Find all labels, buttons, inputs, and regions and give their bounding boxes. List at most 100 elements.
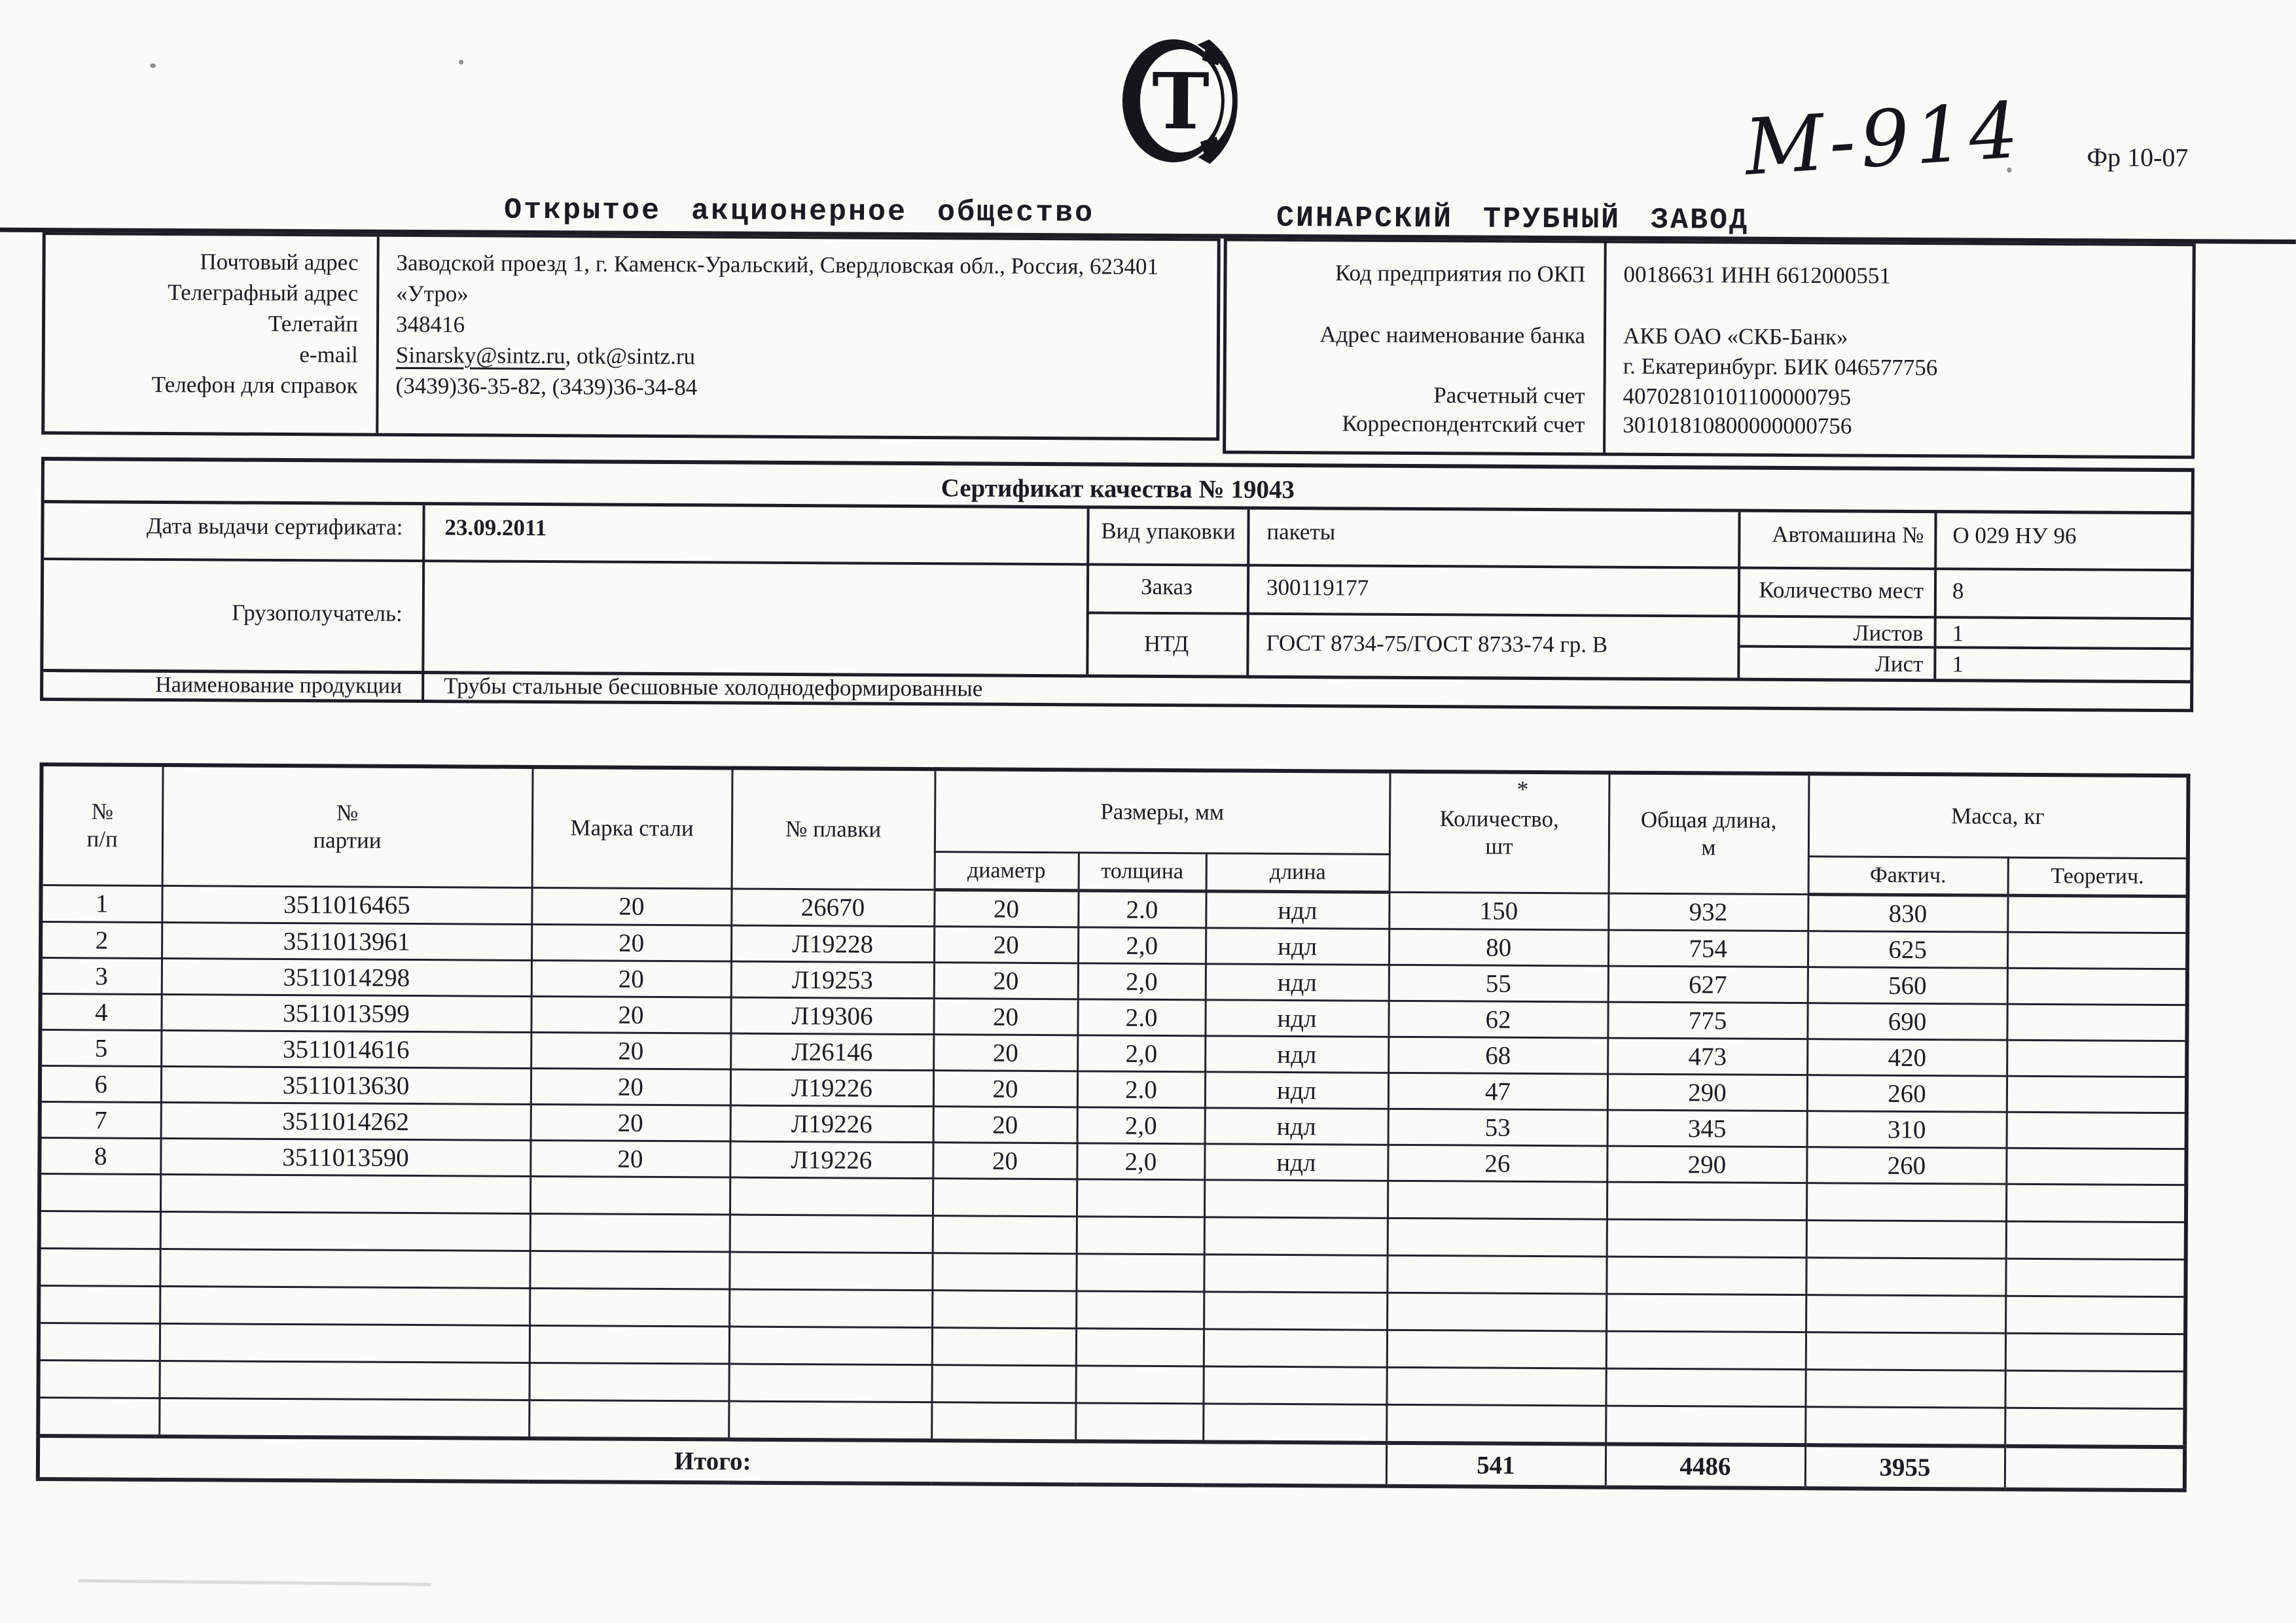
sheets-label: Листов [1853,620,1924,647]
cell-batch: 3511013599 [161,994,531,1033]
empty-cell [729,1215,933,1253]
cell-mtheor [2007,895,2188,933]
cell-steel: 20 [530,1104,730,1142]
th-mass-group: Масса, кг [1808,774,2189,859]
empty-cell [1204,1179,1388,1219]
pipe-logo-icon: Т [1122,39,1238,164]
cell-heat: Л19228 [730,925,935,963]
empty-cell [1605,1406,1806,1446]
cell-n: 3 [40,957,162,995]
cell-batch: 3511013590 [160,1138,531,1177]
empty-cell [2005,1184,2187,1222]
cell-qty: 55 [1388,965,1608,1003]
th-qty-label: Количество, шт [1439,806,1559,859]
totals-mass-fact: 3955 [1804,1445,2005,1489]
th-qty: * Количество, шт [1389,771,1609,894]
th-num: № п/п [41,764,163,886]
cell-steel: 20 [530,1140,730,1178]
empty-cell [159,1323,530,1363]
contact-label: Почтовый адрес [200,249,359,276]
account-value: 40702810101100000795 [1623,383,1852,410]
scan-speck [459,60,464,65]
empty-cell [1806,1257,2006,1296]
logo-letter: Т [1152,56,1210,147]
cell-mfact: 690 [1807,1003,2007,1041]
ntd-value: ГОСТ 8734-75/ГОСТ 8733-74 гр. В [1266,630,1608,658]
empty-cell [932,1253,1077,1291]
order-value: 300119177 [1266,574,1369,601]
cell-mtheor [2006,1076,2187,1113]
telegraph-value: «Утро» [396,280,469,307]
cert-divider [1933,513,1937,679]
cell-mfact: 310 [1806,1111,2007,1149]
cell-mtheor [2006,1148,2187,1185]
empty-cell [159,1361,529,1400]
cell-thick: 2,0 [1077,1143,1205,1180]
cell-len: ндл [1205,963,1389,1001]
email-value: Sinarsky@sintz.ru, otk@sintz.ru [396,342,695,370]
cell-n: 6 [39,1065,162,1103]
sheet-label: Лист [1874,651,1924,677]
empty-cell [1805,1332,2006,1371]
cell-mtheor [2006,1112,2187,1149]
certificate-table: Сертификат качества № 19043 Дата выдачи … [40,457,2195,713]
account-label: Расчетный счет [1433,382,1585,409]
cert-row-rule [44,558,2191,572]
empty-cell [2005,1221,2186,1260]
empty-cell [729,1177,933,1216]
cell-heat: Л19306 [730,997,934,1035]
cell-len: ндл [1204,1071,1389,1109]
empty-cell [1605,1368,1806,1407]
cert-divider [1246,509,1250,675]
empty-cell [1076,1216,1204,1255]
empty-cell [160,1249,530,1289]
empty-cell [39,1285,160,1324]
cell-batch: 3511014616 [161,1030,531,1069]
cell-n: 2 [41,921,162,959]
empty-cell [529,1288,730,1327]
okp-label: Код предприятия по ОКП [1335,260,1586,287]
cell-tlen: 775 [1607,1002,1808,1039]
cell-mtheor [2007,968,2187,1005]
email-primary: Sinarsky@sintz.ru [395,342,565,369]
cell-heat: 26670 [731,889,935,927]
empty-cell [932,1290,1077,1329]
cell-len: ндл [1205,1035,1389,1073]
contact-label: Телефон для справок [151,371,358,399]
form-code: Фр 10-07 [2087,142,2189,173]
contact-label: Телетайп [268,310,359,337]
empty-cell [1386,1404,1606,1444]
scan-smudge [78,1578,432,1586]
phones-value: (3439)36-35-82, (3439)36-34-84 [395,372,698,401]
cell-len: ндл [1205,927,1390,965]
contact-divider [376,236,380,433]
cell-qty: 26 [1388,1145,1607,1183]
cell-heat: Л26146 [730,1033,934,1071]
th-mass-fact: Фактич. [1808,856,2008,896]
empty-cell [529,1400,729,1440]
empty-cell [529,1176,730,1215]
cell-qty: 53 [1388,1109,1607,1147]
cell-batch: 3511014262 [160,1102,531,1141]
pipes-table: № п/п № партии Марка стали № плавки Разм… [35,762,2191,1493]
empty-cell [1806,1220,2006,1259]
bank-city-bik-value: г. Екатеринбург. БИК 046577756 [1623,353,1938,381]
cell-dia: 20 [934,889,1079,927]
email-secondary: otk@sintz.ru [576,343,696,370]
truck-label: Автомашина № [1772,521,1924,548]
cell-len: ндл [1204,1143,1388,1181]
empty-cell [2005,1258,2186,1297]
cell-qty: 68 [1388,1037,1608,1075]
empty-cell [1076,1253,1204,1292]
cell-dia: 20 [933,998,1078,1035]
cert-row-rule [1086,611,2191,620]
cell-mfact: 260 [1806,1147,2007,1185]
truck-value: О 029 НУ 96 [1952,522,2077,549]
cell-mfact: 560 [1807,967,2007,1005]
cell-mfact: 260 [1806,1075,2007,1113]
empty-cell [2005,1296,2186,1334]
bank-divider [1603,243,1607,453]
cert-divider [1737,512,1741,678]
teletype-value: 348416 [395,311,465,338]
